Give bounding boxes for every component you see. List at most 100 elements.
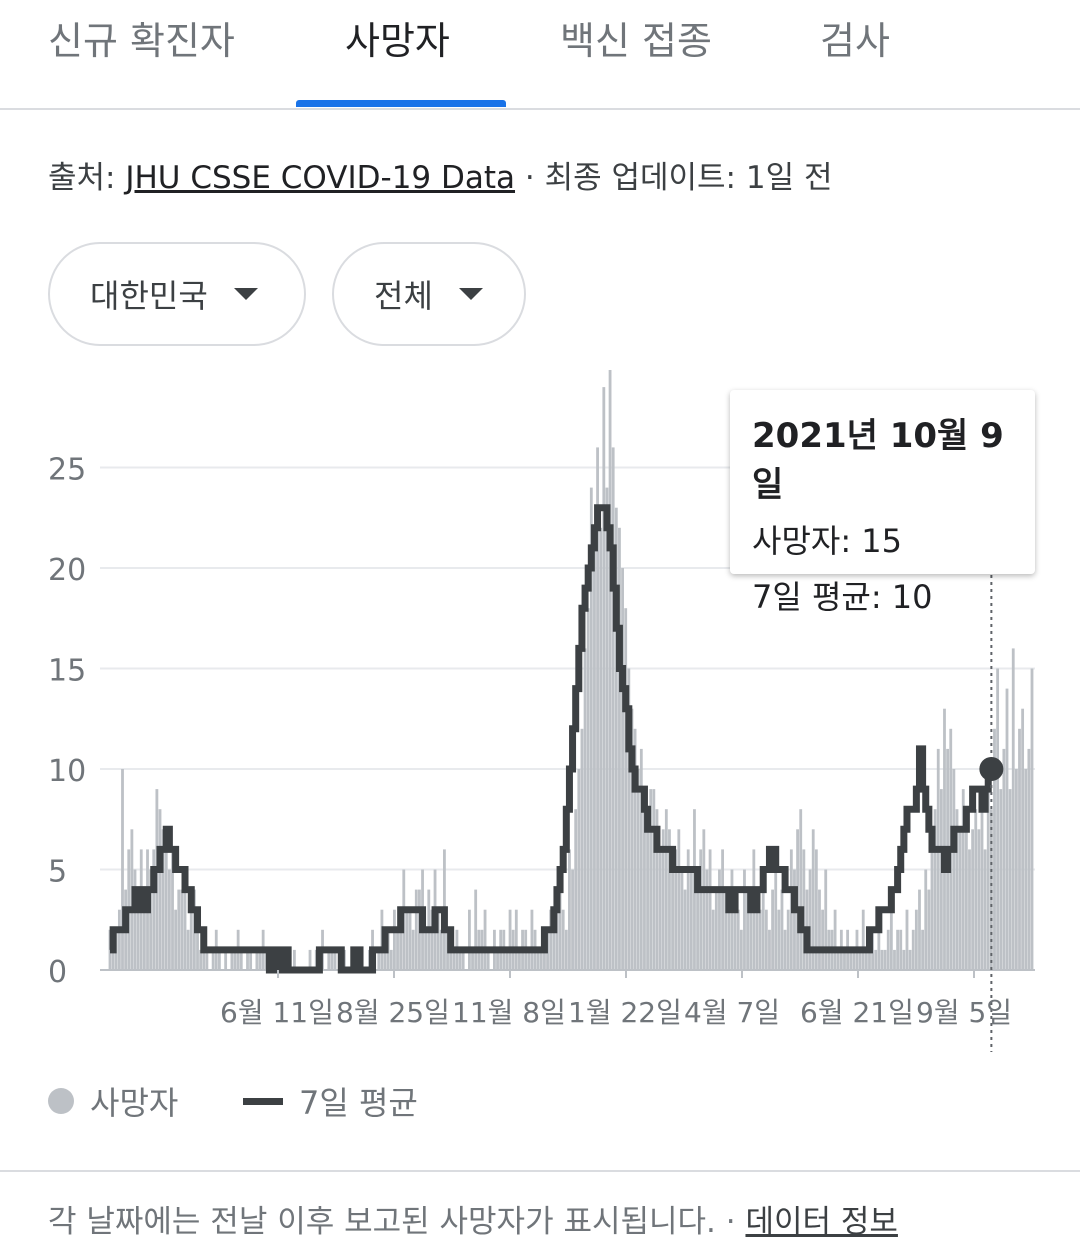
deaths-bar <box>202 949 206 970</box>
deaths-bar <box>939 789 943 970</box>
deaths-bar <box>599 527 603 970</box>
deaths-bar <box>668 829 671 970</box>
deaths-bar <box>574 809 578 970</box>
deaths-bar <box>714 889 718 970</box>
deaths-bar <box>586 608 590 970</box>
deaths-bar <box>621 568 624 970</box>
deaths-bar <box>699 849 703 970</box>
deaths-bar <box>514 909 518 970</box>
deaths-bar <box>474 889 478 970</box>
deaths-bar <box>211 949 215 970</box>
deaths-bar <box>505 949 509 970</box>
legend-deaths: 사망자 <box>48 1078 178 1124</box>
y-tick-label: 25 <box>48 453 86 488</box>
region-dropdown[interactable]: 대한민국 <box>48 242 306 346</box>
tab-vaccinations[interactable]: 백신 접종 <box>560 19 712 63</box>
deaths-bar <box>483 909 487 970</box>
tab-tests[interactable]: 검사 <box>820 19 890 63</box>
deaths-bar <box>799 809 803 970</box>
deaths-bar <box>630 708 634 970</box>
deaths-bar <box>405 909 409 970</box>
deaths-bar <box>1021 708 1025 970</box>
deaths-bar <box>914 909 918 970</box>
deaths-bar <box>539 949 543 970</box>
deaths-bar <box>818 889 821 970</box>
legend-average-label: 7일 평균 <box>299 1084 418 1122</box>
deaths-chart[interactable]: 0 5 10 15 20 25 6월 11일 8월 25일 11월 8일 1월 22일 4월 7일… <box>0 370 1080 1060</box>
deaths-bar <box>608 370 612 970</box>
deaths-bar <box>880 949 884 970</box>
deaths-bar <box>177 889 181 970</box>
deaths-bar <box>633 728 637 970</box>
deaths-bar <box>655 809 659 970</box>
deaths-bar <box>333 949 337 970</box>
deaths-bar <box>602 387 606 971</box>
deaths-bar <box>436 909 440 970</box>
data-info-link[interactable]: 데이터 정보 <box>745 1204 898 1240</box>
deaths-bar <box>377 949 381 970</box>
deaths-bar <box>708 849 712 970</box>
deaths-bar <box>661 829 665 970</box>
deaths-bar <box>1030 668 1034 970</box>
deaths-bar <box>430 909 434 970</box>
deaths-bar <box>955 809 959 970</box>
deaths-bar <box>705 869 709 970</box>
x-tick-label: 1월 22일 <box>568 996 682 1029</box>
deaths-bar <box>768 929 771 970</box>
deaths-bar <box>399 929 403 970</box>
deaths-bar <box>468 909 471 970</box>
deaths-bar <box>680 869 684 970</box>
deaths-bar <box>117 909 121 970</box>
divider <box>0 1170 1080 1172</box>
deaths-bar <box>786 909 790 970</box>
deaths-bar <box>549 909 553 970</box>
tab-deaths[interactable]: 사망자 <box>345 19 450 63</box>
deaths-bar <box>727 909 731 970</box>
deaths-bar <box>527 949 531 970</box>
deaths-bar <box>217 949 221 970</box>
deaths-bar <box>761 869 765 970</box>
deaths-bar <box>889 909 893 970</box>
footer-text: 각 날짜에는 전날 이후 보고된 사망자가 표시됩니다. <box>48 1204 716 1240</box>
deaths-bar <box>530 909 534 970</box>
legend-line-icon <box>243 1097 283 1105</box>
deaths-bar <box>199 949 203 970</box>
deaths-bar <box>983 849 987 970</box>
deaths-bar <box>1005 688 1009 970</box>
deaths-bar <box>927 889 931 970</box>
source-link[interactable]: JHU CSSE COVID-19 Data <box>125 160 516 196</box>
deaths-bar <box>974 809 978 970</box>
deaths-bar <box>171 849 174 970</box>
deaths-bar <box>496 949 499 970</box>
deaths-bar <box>886 929 890 970</box>
deaths-bar <box>658 849 662 970</box>
x-tick-label: 11월 8일 <box>452 996 566 1029</box>
deaths-bar <box>414 889 418 970</box>
deaths-bar <box>883 949 887 970</box>
deaths-bar <box>1018 728 1021 970</box>
deaths-bar <box>233 949 237 970</box>
deaths-bar <box>743 869 746 970</box>
deaths-bar <box>308 949 312 970</box>
deaths-bar <box>330 949 334 970</box>
scope-dropdown[interactable]: 전체 <box>332 242 526 346</box>
deaths-bar <box>189 909 193 970</box>
deaths-bar <box>780 889 784 970</box>
seven-day-average-line <box>109 504 992 974</box>
deaths-bar <box>930 849 934 970</box>
deaths-bar <box>255 949 259 970</box>
deaths-bar <box>136 909 140 970</box>
deaths-bar <box>564 929 568 970</box>
deaths-bar <box>896 929 900 970</box>
y-tick-label: 5 <box>48 855 67 890</box>
deaths-bar <box>749 909 753 970</box>
deaths-bar <box>383 949 387 970</box>
deaths-bar <box>224 949 228 970</box>
deaths-bar <box>980 789 984 970</box>
deaths-bar <box>558 889 562 970</box>
deaths-bar <box>777 909 781 970</box>
deaths-bar <box>508 909 512 970</box>
deaths-bar <box>671 869 674 970</box>
tab-new-cases[interactable]: 신규 확진자 <box>48 19 235 63</box>
deaths-bar <box>977 829 981 970</box>
